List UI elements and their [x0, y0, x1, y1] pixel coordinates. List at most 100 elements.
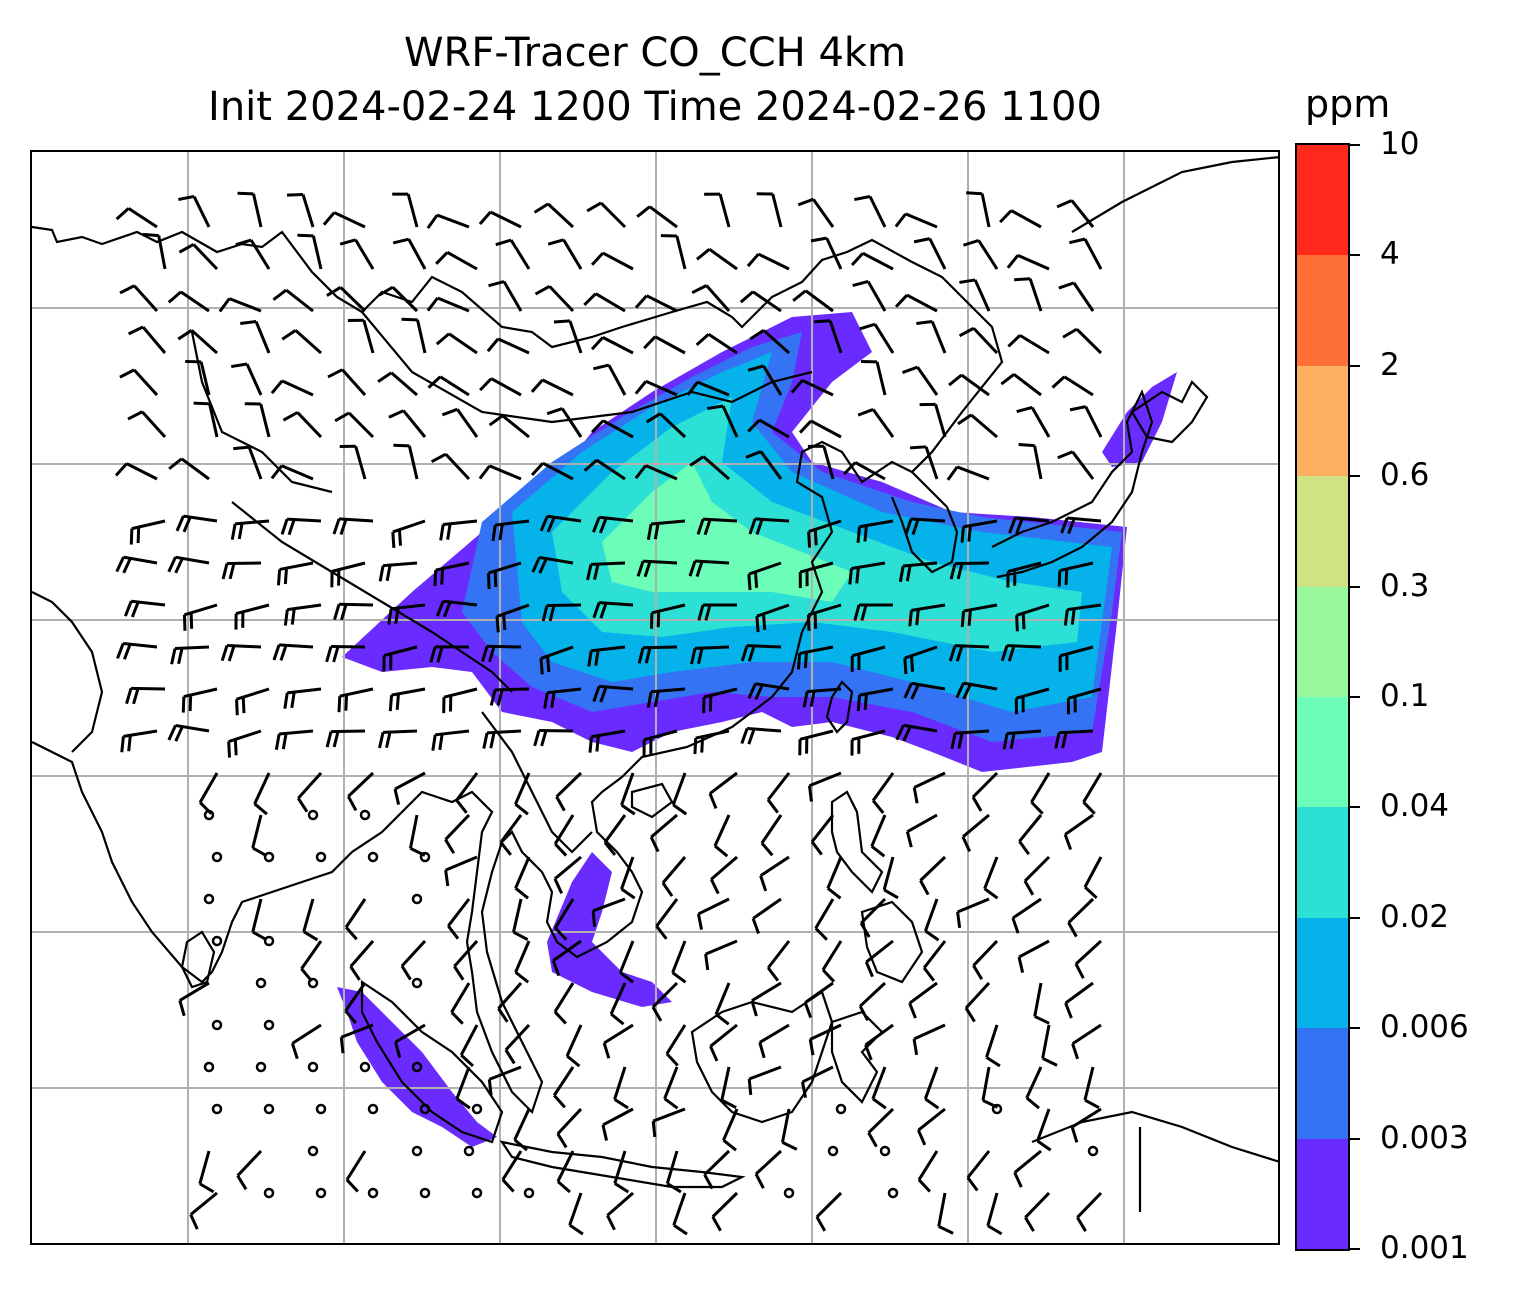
wind-barb	[447, 898, 471, 940]
wind-barb	[908, 981, 938, 1019]
wind-barb	[815, 1191, 843, 1232]
wind-barb	[693, 729, 730, 755]
wind-barb	[513, 1108, 531, 1152]
wind-barb	[1000, 373, 1042, 397]
wind-barb	[167, 723, 210, 742]
wind-barb	[442, 687, 478, 714]
wind-barb	[482, 729, 522, 749]
colorbar-tick-label: 2	[1380, 346, 1400, 383]
wind-barb	[709, 855, 738, 895]
colorbar-band	[1297, 475, 1348, 587]
tracer-plume-outer	[337, 987, 497, 1147]
wind-barb	[300, 940, 323, 983]
wind-barb	[985, 1024, 1001, 1068]
wind-barb	[704, 192, 731, 228]
wind-barb	[857, 408, 895, 438]
map-panel[interactable]	[30, 150, 1280, 1245]
wind-barb	[957, 413, 998, 439]
wind-barb	[634, 294, 678, 313]
wind-barb	[971, 771, 999, 812]
wind-barb	[283, 603, 322, 626]
wind-barb	[759, 855, 790, 892]
wind-barb	[1056, 199, 1095, 228]
wind-barb	[439, 519, 478, 541]
wind-barb	[1063, 603, 1102, 626]
map-canvas[interactable]	[32, 152, 1280, 1245]
wind-barb	[487, 561, 522, 590]
wind-barb	[533, 202, 575, 229]
border-central-asia	[190, 331, 333, 494]
wind-barb	[435, 251, 478, 271]
calm-wind-marker	[203, 1061, 215, 1073]
calm-wind-marker	[315, 1187, 327, 1199]
wind-barb	[514, 856, 531, 900]
wind-barb	[322, 211, 366, 229]
wind-barb	[586, 561, 626, 581]
wind-barb	[479, 377, 522, 397]
wind-barb	[843, 461, 886, 481]
wind-barb	[704, 939, 738, 971]
wind-barb	[325, 644, 366, 663]
wind-barb	[858, 981, 887, 1022]
wind-barb	[972, 939, 999, 981]
wind-barb	[637, 645, 678, 664]
wind-barb	[251, 814, 268, 858]
wind-barb	[643, 335, 686, 355]
wind-barb	[672, 1192, 688, 1236]
wind-barb	[814, 898, 835, 941]
wind-barb	[709, 1023, 738, 1062]
wind-barb	[713, 814, 731, 858]
wind-barbs	[114, 191, 1103, 1236]
border-mongolia	[361, 311, 813, 424]
calm-wind-marker	[419, 851, 431, 863]
wind-barb	[601, 1107, 634, 1141]
wind-barb	[234, 603, 270, 630]
wind-barb	[230, 519, 270, 540]
wind-barb	[514, 772, 531, 816]
wind-barb	[240, 320, 271, 354]
colorbar-tick-label: 0.3	[1380, 567, 1430, 604]
wind-barb	[553, 319, 583, 354]
wind-barb	[1011, 897, 1042, 934]
wind-barb	[565, 1024, 583, 1068]
wind-barb	[115, 207, 158, 229]
wind-barb	[660, 234, 687, 270]
wind-barb	[530, 461, 574, 481]
wind-barb	[568, 1192, 584, 1236]
coastline-japan-honshu	[991, 389, 1154, 579]
wind-barb	[233, 445, 263, 480]
wind-barb	[175, 514, 218, 533]
colorbar-tick	[1350, 364, 1360, 367]
wind-barb	[339, 1023, 374, 1054]
wind-barb	[590, 251, 634, 271]
wind-barb	[792, 289, 834, 313]
colorbar-tick-label: 0.003	[1380, 1119, 1469, 1156]
wind-barb	[170, 645, 210, 665]
wind-barb	[347, 318, 375, 354]
wind-barb	[1057, 561, 1094, 587]
wind-barb	[270, 379, 314, 397]
wind-barb	[177, 329, 219, 355]
wind-barb	[499, 814, 523, 856]
wind-barb	[1018, 442, 1043, 480]
wind-barb	[711, 1191, 739, 1232]
wind-barb	[592, 363, 627, 396]
wind-barb	[433, 561, 470, 587]
wind-barb	[646, 687, 686, 708]
wind-barb	[898, 561, 938, 583]
wind-barb	[546, 407, 583, 438]
wind-barb	[236, 1149, 263, 1191]
wind-barb	[495, 238, 531, 270]
coastlines	[32, 156, 1278, 1212]
wind-barb	[606, 1191, 634, 1231]
wind-barb	[1033, 982, 1050, 1025]
wind-barb	[740, 644, 782, 662]
wind-barb	[1025, 1066, 1043, 1110]
wind-barb	[1015, 603, 1050, 632]
wind-barb	[127, 410, 167, 439]
wind-barb	[123, 599, 166, 618]
calm-wind-marker	[419, 1103, 431, 1115]
tracer-plume-outer	[547, 852, 672, 1007]
wind-barb	[455, 1066, 471, 1110]
wind-barb	[1002, 729, 1042, 750]
